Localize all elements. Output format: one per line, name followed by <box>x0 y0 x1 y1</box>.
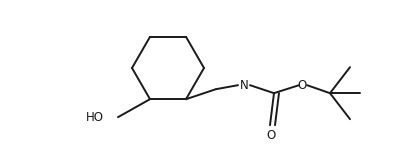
Text: O: O <box>296 79 306 92</box>
Text: O: O <box>266 129 275 142</box>
Text: N: N <box>239 79 248 92</box>
Text: HO: HO <box>86 111 104 124</box>
